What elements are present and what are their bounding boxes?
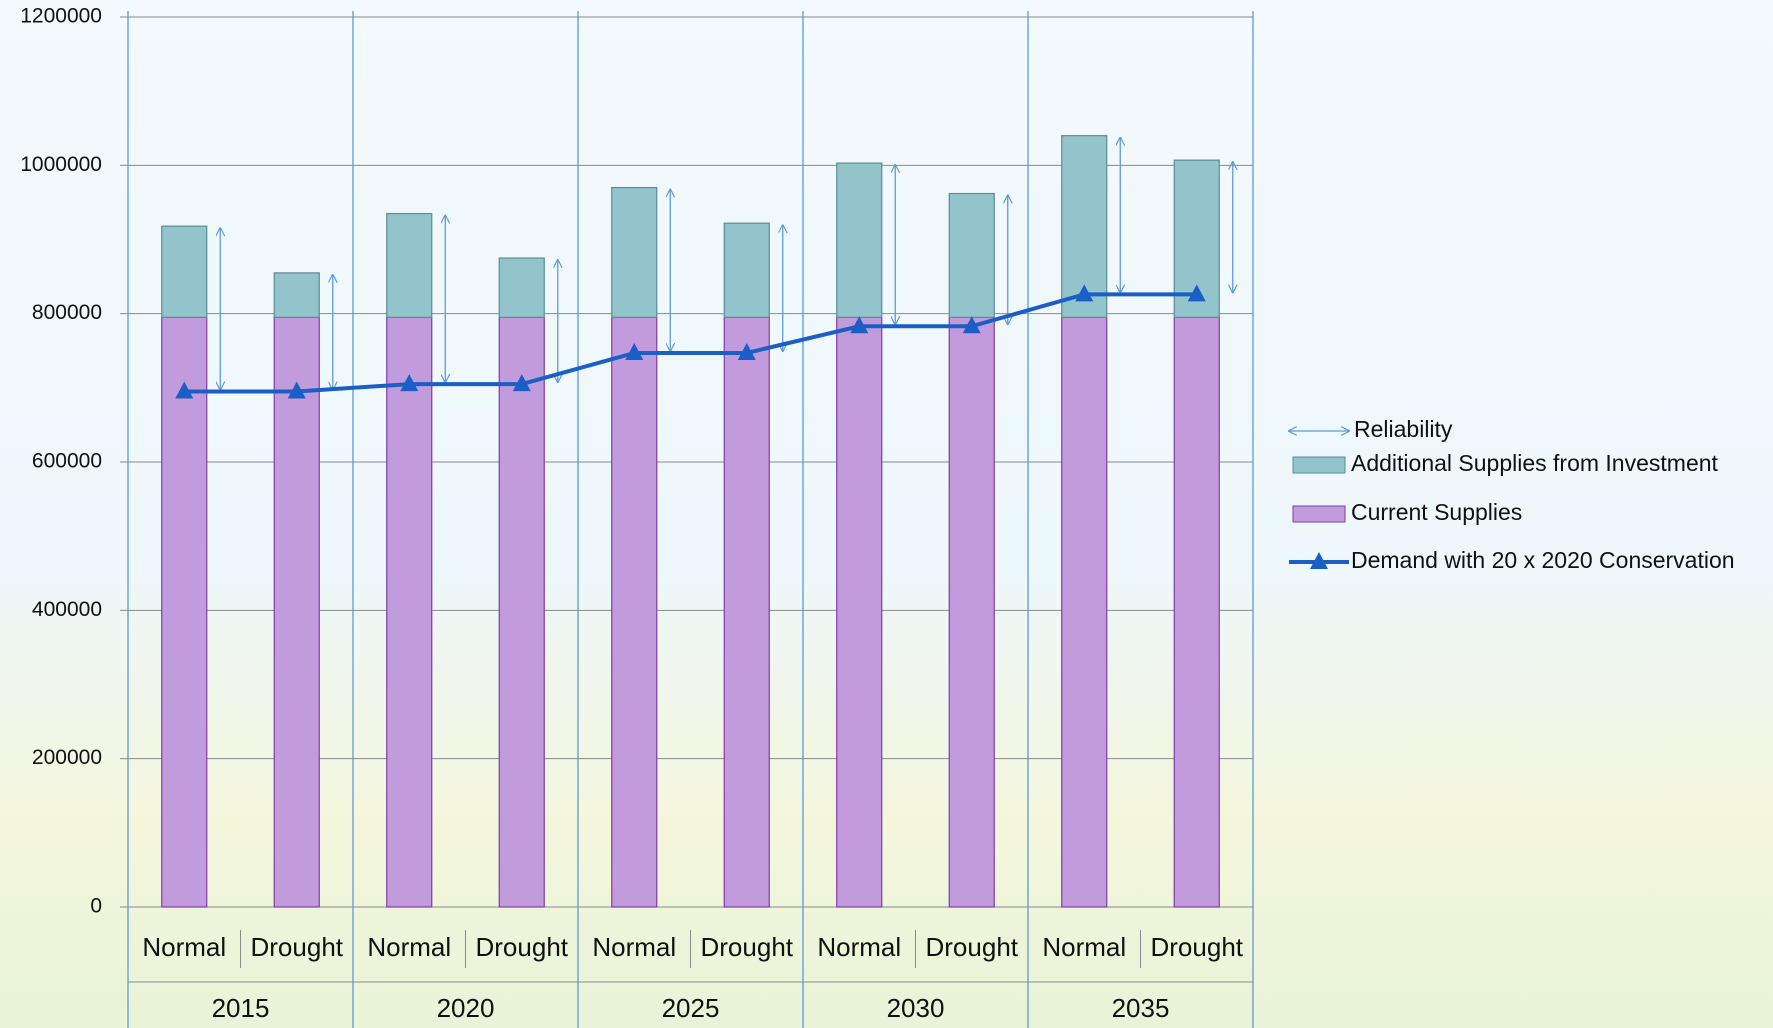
demand-marker bbox=[625, 342, 644, 360]
legend-label: Reliability bbox=[1354, 416, 1453, 442]
demand-line bbox=[184, 292, 1197, 394]
bar-segment bbox=[836, 316, 883, 908]
group-label: 2020 bbox=[437, 993, 495, 1023]
bar-segment bbox=[386, 212, 433, 318]
legend-marker bbox=[1310, 552, 1328, 569]
bar-segment bbox=[611, 316, 658, 908]
bar-segment bbox=[273, 272, 320, 318]
demand-marker bbox=[737, 342, 756, 360]
bar-segment bbox=[1173, 316, 1220, 908]
x-tick-label: Normal bbox=[1042, 932, 1126, 962]
bar-segment bbox=[948, 192, 995, 318]
bar-segment bbox=[948, 316, 995, 908]
legend-swatch bbox=[1292, 505, 1346, 523]
bar-segment bbox=[386, 316, 433, 908]
legend-label: Current Supplies bbox=[1351, 499, 1522, 525]
x-tick-label: Drought bbox=[1151, 932, 1244, 962]
x-tick-label: Drought bbox=[476, 932, 569, 962]
bar-segment bbox=[1061, 316, 1108, 908]
x-tick-label: Drought bbox=[701, 932, 794, 962]
legend-label: Additional Supplies from Investment bbox=[1351, 450, 1719, 476]
demand-marker bbox=[962, 316, 981, 334]
legend-label: Demand with 20 x 2020 Conservation bbox=[1351, 547, 1735, 573]
demand-marker bbox=[850, 316, 869, 334]
y-tick-label: 1200000 bbox=[20, 5, 102, 28]
bar-segment bbox=[723, 316, 770, 908]
x-tick-label: Drought bbox=[926, 932, 1019, 962]
x-tick-label: Normal bbox=[142, 932, 226, 962]
bar-segment bbox=[161, 316, 208, 908]
x-tick-label: Normal bbox=[592, 932, 676, 962]
legend-swatch bbox=[1292, 456, 1346, 474]
bar-segment bbox=[498, 257, 545, 318]
bar-segment bbox=[723, 222, 770, 318]
demand-marker bbox=[400, 374, 419, 392]
x-tick-label: Drought bbox=[251, 932, 344, 962]
group-label: 2015 bbox=[212, 993, 270, 1023]
y-tick-label: 200000 bbox=[32, 746, 102, 769]
y-tick-label: 1000000 bbox=[20, 153, 102, 176]
y-tick-label: 800000 bbox=[32, 301, 102, 324]
demand-marker bbox=[1075, 284, 1094, 302]
group-label: 2030 bbox=[887, 993, 945, 1023]
bar-segment bbox=[161, 225, 208, 318]
demand-marker bbox=[512, 374, 531, 392]
bar-segment bbox=[498, 316, 545, 908]
demand-marker bbox=[287, 381, 306, 399]
y-tick-label: 0 bbox=[90, 895, 102, 918]
y-tick-label: 600000 bbox=[32, 450, 102, 473]
demand-marker bbox=[175, 381, 194, 399]
group-label: 2025 bbox=[662, 993, 720, 1023]
bar-segment bbox=[836, 162, 883, 318]
demand-marker bbox=[1187, 284, 1206, 302]
x-tick-label: Normal bbox=[367, 932, 451, 962]
bar-segment bbox=[273, 316, 320, 908]
y-tick-label: 400000 bbox=[32, 598, 102, 621]
group-label: 2035 bbox=[1112, 993, 1170, 1023]
bar-segment bbox=[611, 186, 658, 318]
x-tick-label: Normal bbox=[817, 932, 901, 962]
